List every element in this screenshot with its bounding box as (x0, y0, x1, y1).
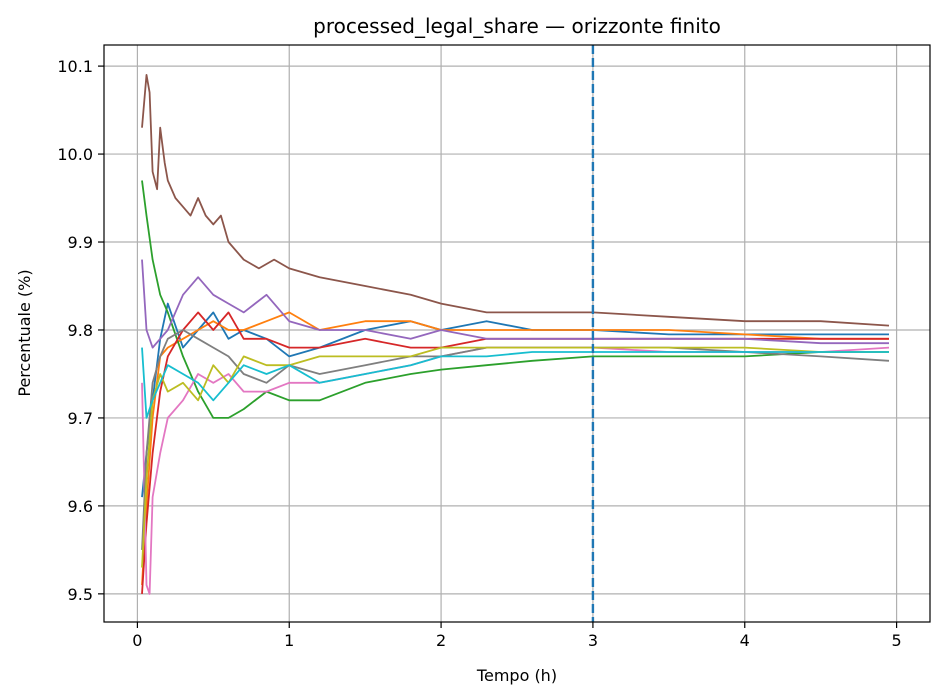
y-axis-label: Percentuale (%) (15, 269, 34, 396)
series-line-5 (141, 259, 889, 349)
y-tick-label: 10.0 (57, 145, 93, 164)
y-tick-label: 9.7 (68, 409, 93, 428)
series-line-10 (141, 347, 889, 419)
y-tick-label: 9.5 (68, 585, 93, 604)
x-tick-label: 5 (892, 631, 902, 650)
chart-title: processed_legal_share — orizzonte finito (313, 14, 721, 38)
series-line-3 (141, 180, 889, 419)
axis-ticks: 0 1 2 3 4 5 9.5 9.6 9.7 9.8 9.9 10.0 10.1 (57, 57, 901, 650)
y-tick-label: 9.9 (68, 233, 93, 252)
x-tick-label: 0 (132, 631, 142, 650)
x-axis-label: Tempo (h) (476, 666, 557, 685)
x-tick-label: 2 (436, 631, 446, 650)
plot-frame (103, 44, 931, 623)
x-tick-label: 4 (740, 631, 750, 650)
series-line-1 (141, 302, 889, 498)
y-tick-label: 9.6 (68, 497, 93, 516)
y-tick-label: 10.1 (57, 57, 93, 76)
x-tick-label: 3 (588, 631, 598, 650)
series-line-2 (141, 311, 889, 586)
series-line-6 (141, 74, 890, 327)
series-lines (141, 74, 890, 595)
x-tick-label: 1 (284, 631, 294, 650)
y-tick-label: 9.8 (68, 321, 93, 340)
